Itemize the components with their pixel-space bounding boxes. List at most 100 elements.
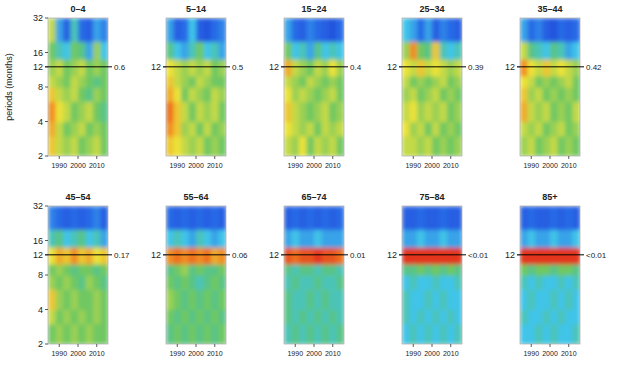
cell <box>417 310 425 325</box>
panel: 45–540.17248121632199020002010 <box>33 192 130 357</box>
cell <box>56 247 64 264</box>
cell <box>558 87 566 102</box>
cell <box>322 101 330 122</box>
cell <box>528 264 536 276</box>
cell <box>101 324 109 344</box>
cell <box>565 87 573 102</box>
cell <box>189 18 197 42</box>
cell <box>71 136 79 156</box>
cell <box>535 101 543 122</box>
cell <box>565 310 573 325</box>
cell <box>219 87 227 102</box>
reference-line <box>45 66 112 67</box>
plot-frame <box>166 18 226 156</box>
cell <box>550 264 558 276</box>
cell <box>520 310 528 325</box>
cell <box>520 206 528 230</box>
cell <box>174 247 182 264</box>
cell <box>543 247 551 264</box>
y-tick <box>45 240 48 241</box>
cell <box>425 206 433 230</box>
x-tick-label: 2000 <box>306 162 322 169</box>
cell <box>535 18 543 42</box>
panel-title: 0–4 <box>70 4 85 14</box>
x-tick <box>196 344 197 347</box>
cell <box>299 59 307 76</box>
cell <box>455 275 463 290</box>
cell <box>71 289 79 310</box>
cell <box>558 136 566 156</box>
cell <box>417 59 425 76</box>
cell <box>447 136 455 156</box>
reference-line <box>517 66 584 67</box>
cell <box>63 289 71 310</box>
cell <box>432 206 440 230</box>
x-tick <box>314 344 315 347</box>
cell <box>48 229 56 247</box>
panel: 65–740.0112199020002010 <box>269 192 366 357</box>
cell <box>86 122 94 137</box>
cell <box>189 264 197 276</box>
cell <box>329 247 337 264</box>
cell <box>520 264 528 276</box>
cell <box>174 59 182 76</box>
cell <box>550 59 558 76</box>
cell <box>101 76 109 88</box>
cell <box>292 247 300 264</box>
cell <box>204 59 212 76</box>
cell <box>93 76 101 88</box>
cell <box>432 229 440 247</box>
cell <box>284 289 292 310</box>
cell <box>425 59 433 76</box>
x-tick-label: 2010 <box>561 350 577 357</box>
cell <box>402 264 410 276</box>
cell <box>189 247 197 264</box>
panel: 35–440.4212199020002010 <box>505 4 602 169</box>
heatmap-area <box>166 206 226 344</box>
cell <box>329 41 337 59</box>
cell <box>93 18 101 42</box>
cell <box>189 101 197 122</box>
x-tick-label: 2010 <box>443 350 459 357</box>
cell <box>322 122 330 137</box>
cell <box>447 324 455 344</box>
cells <box>166 18 226 156</box>
cell <box>329 18 337 42</box>
cell <box>535 41 543 59</box>
y-axis-label: periods (months) <box>4 53 14 121</box>
cell <box>535 324 543 344</box>
cell <box>322 18 330 42</box>
cell <box>63 122 71 137</box>
y-tick-label: 12 <box>387 250 397 260</box>
cell <box>402 122 410 137</box>
cell <box>307 310 315 325</box>
cell <box>535 136 543 156</box>
x-tick <box>531 156 532 159</box>
cell <box>565 122 573 137</box>
cell <box>520 289 528 310</box>
cell <box>219 289 227 310</box>
x-tick-label: 1990 <box>523 162 539 169</box>
cell <box>71 324 79 344</box>
cell <box>196 87 204 102</box>
cell <box>558 122 566 137</box>
cell <box>71 87 79 102</box>
y-tick <box>399 66 402 67</box>
y-tick-label: 12 <box>33 62 43 72</box>
cells <box>48 18 108 156</box>
cell <box>307 275 315 290</box>
cell <box>174 206 182 230</box>
cell <box>520 87 528 102</box>
cell <box>78 324 86 344</box>
cell <box>181 101 189 122</box>
cell <box>314 101 322 122</box>
cell <box>402 310 410 325</box>
x-tick-label: 2000 <box>542 162 558 169</box>
cell <box>558 59 566 76</box>
y-tick-label: 12 <box>505 250 515 260</box>
cell <box>174 229 182 247</box>
cell <box>93 289 101 310</box>
cell <box>337 264 345 276</box>
cell <box>78 122 86 137</box>
annotation: <0.01 <box>586 251 607 260</box>
